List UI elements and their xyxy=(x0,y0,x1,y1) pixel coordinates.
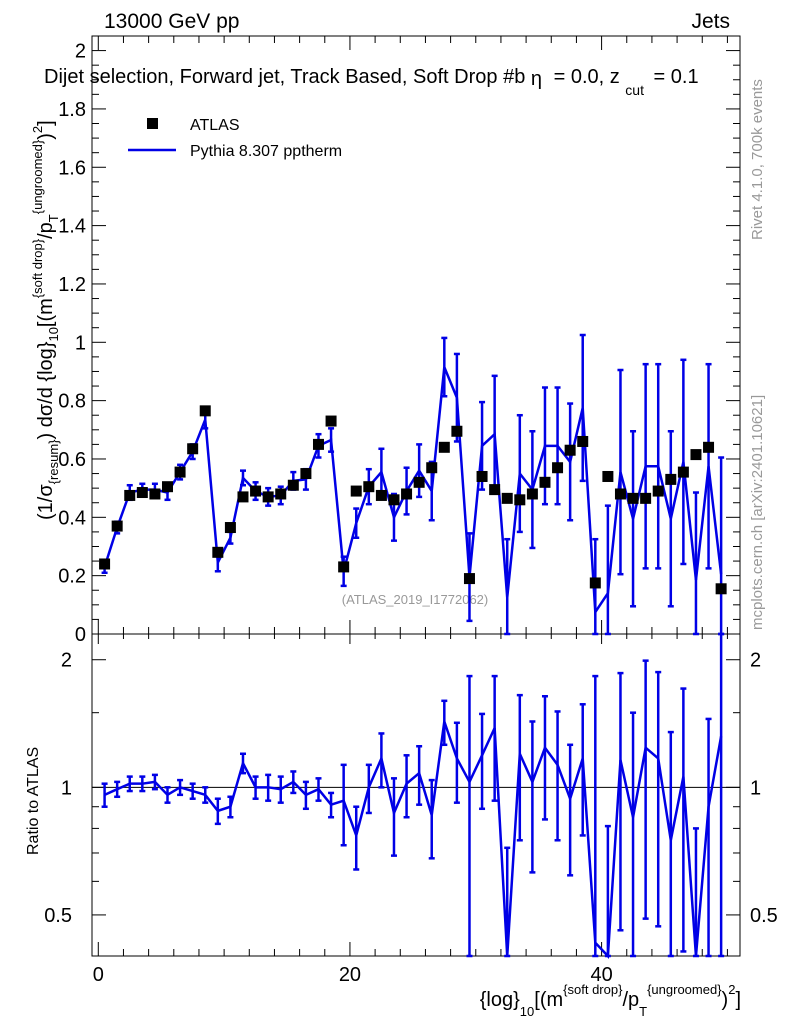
atlas-data-point xyxy=(665,473,677,485)
plot-title: Dijet selection, Forward jet, Track Base… xyxy=(44,66,699,100)
side-label-rivet: Rivet 4.1.0, 700k events xyxy=(749,79,766,240)
y-tick-label-upper: 0.2 xyxy=(58,566,86,588)
atlas-data-point xyxy=(224,522,236,534)
y-axis-label-lower: Ratio to ATLAS xyxy=(25,747,42,855)
atlas-data-point xyxy=(715,583,727,595)
x-tick-label: 0 xyxy=(93,964,104,986)
atlas-data-point xyxy=(312,438,324,450)
atlas-data-point xyxy=(262,491,274,503)
atlas-data-point xyxy=(577,435,589,447)
atlas-data-point xyxy=(275,488,287,500)
atlas-data-point xyxy=(375,489,387,501)
atlas-data-point xyxy=(426,462,438,474)
y-axis-label-upper: (1/σ{resum}) dσ/d {log}10[(m{soft drop}/… xyxy=(30,120,61,520)
atlas-data-point xyxy=(300,468,312,480)
y-tick-label-upper: 0.6 xyxy=(58,449,86,471)
atlas-data-point xyxy=(451,425,463,437)
atlas-data-point xyxy=(489,484,501,496)
atlas-data-point xyxy=(627,492,639,504)
side-label-mcplots: mcplots.cern.ch [arXiv:2401.10621] xyxy=(749,395,766,630)
atlas-data-point xyxy=(552,462,564,474)
legend-data-label: ATLAS xyxy=(190,117,240,134)
atlas-data-point xyxy=(212,546,224,558)
atlas-data-point xyxy=(463,573,475,585)
plot-title-main: Dijet selection, Forward jet, Track Base… xyxy=(44,66,525,88)
atlas-data-point xyxy=(111,520,123,532)
atlas-data-point xyxy=(652,485,664,497)
atlas-data-point xyxy=(589,577,601,589)
lower-panel-series xyxy=(101,632,725,959)
atlas-data-point xyxy=(640,492,652,504)
atlas-data-point xyxy=(187,443,199,455)
plot-title-suffix: = 0.0, z xyxy=(554,66,620,88)
atlas-data-point xyxy=(564,444,576,456)
atlas-data-point xyxy=(199,405,211,417)
atlas-data-point xyxy=(476,470,488,482)
y-tick-label-lower-left: 2 xyxy=(61,650,72,672)
atlas-data-point xyxy=(501,492,513,504)
ratio-series-line xyxy=(104,721,723,959)
atlas-data-point xyxy=(124,489,136,501)
atlas-data-point xyxy=(388,494,400,506)
atlas-data-point xyxy=(703,441,715,453)
atlas-data-point xyxy=(413,476,425,488)
atlas-data-point xyxy=(325,415,337,427)
legend-mc-label: Pythia 8.307 pptherm xyxy=(190,143,342,160)
y-tick-label-upper: 0 xyxy=(75,624,86,646)
atlas-data-point xyxy=(526,488,538,500)
mc-series-line xyxy=(103,366,723,616)
legend-data-marker xyxy=(147,118,158,129)
atlas-data-point xyxy=(287,479,299,491)
atlas-data-point xyxy=(614,488,626,500)
process-label: Jets xyxy=(691,10,730,33)
x-tick-label: 40 xyxy=(590,964,612,986)
y-tick-label-lower-left: 0.5 xyxy=(44,905,72,927)
y-tick-label-upper: 1.2 xyxy=(58,274,86,296)
atlas-data-point xyxy=(401,488,413,500)
y-tick-label-upper: 2 xyxy=(75,41,86,63)
lower-panel-frame xyxy=(91,633,741,957)
atlas-data-point xyxy=(350,485,362,497)
atlas-data-point xyxy=(149,488,161,500)
y-tick-label-lower-left: 1 xyxy=(61,777,72,799)
atlas-data-point xyxy=(539,476,551,488)
atlas-data-point xyxy=(438,441,450,453)
atlas-data-point xyxy=(514,494,526,506)
atlas-data-point xyxy=(174,466,186,478)
plot-title-beta-symbol: η xyxy=(531,68,542,90)
y-tick-label-upper: 1.6 xyxy=(58,157,86,179)
atlas-data-point xyxy=(677,466,689,478)
x-axis-label: {log}10[(m{soft drop}/pT{ungroomed})2] xyxy=(480,982,741,1019)
y-tick-label-upper: 0.4 xyxy=(58,507,86,529)
x-tick-label: 20 xyxy=(339,964,361,986)
y-tick-label-upper: 1.8 xyxy=(58,99,86,121)
y-tick-label-lower-right: 2 xyxy=(750,650,761,672)
atlas-data-point xyxy=(136,487,148,499)
axes-group: 0 20 40 0 0.2 0.4 0.6 0.8 1 1.2 1.4 1.6 1.8 2 0.5 1 2 0.5… xyxy=(44,36,778,986)
atlas-data-point xyxy=(690,449,702,461)
plot-title-cut-subscript: cut xyxy=(625,82,644,98)
analysis-watermark: (ATLAS_2019_I1772062) xyxy=(342,592,488,607)
atlas-data-point xyxy=(250,485,262,497)
upper-panel-series xyxy=(99,333,727,636)
y-tick-label-upper: 1.4 xyxy=(58,216,86,238)
y-tick-label-lower-right: 1 xyxy=(750,777,761,799)
energy-label: 13000 GeV pp xyxy=(104,10,239,33)
atlas-data-point xyxy=(363,481,375,493)
atlas-data-point xyxy=(237,491,249,503)
atlas-data-point xyxy=(602,470,614,482)
y-tick-label-upper: 1 xyxy=(75,332,86,354)
plot-title-tail: = 0.1 xyxy=(654,66,699,88)
atlas-data-point xyxy=(161,481,173,493)
atlas-data-point xyxy=(99,558,111,570)
atlas-data-point xyxy=(338,561,350,573)
y-tick-label-upper: 0.8 xyxy=(58,391,86,413)
y-tick-label-lower-right: 0.5 xyxy=(750,905,778,927)
